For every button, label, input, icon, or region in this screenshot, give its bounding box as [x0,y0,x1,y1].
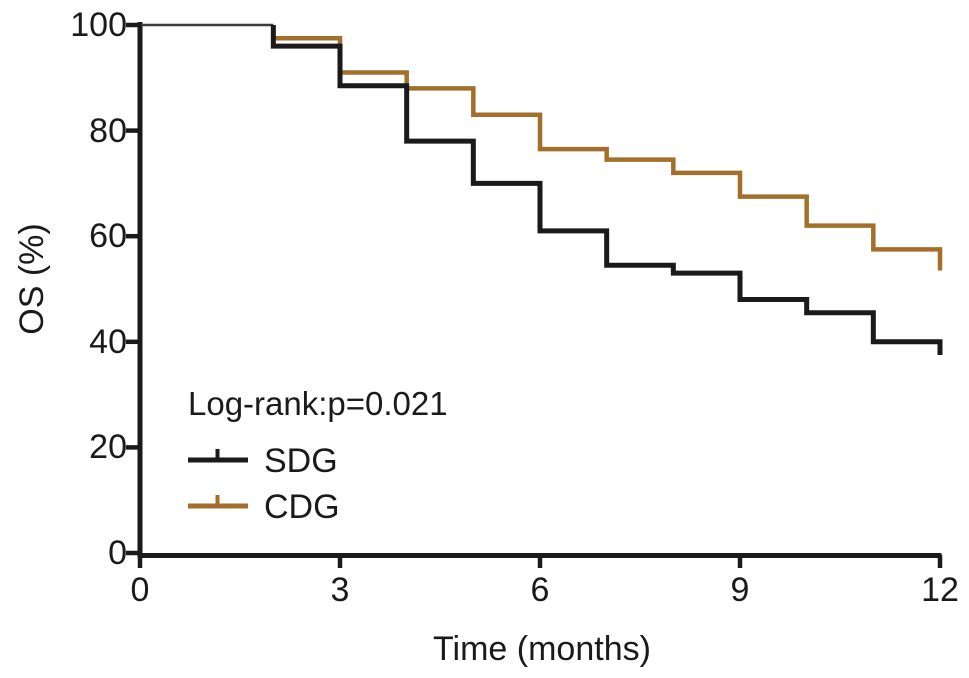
y-tick-label-60: 60 [89,217,127,255]
x-axis-title: Time (months) [433,630,651,668]
x-tick-label-12: 12 [921,571,959,609]
y-tick-label-80: 80 [89,112,127,150]
y-axis-title: OS (%) [13,223,51,335]
y-tick-label-20: 20 [89,428,127,466]
legend-label-sdg: SDG [264,442,338,480]
curve-sdg [270,25,943,355]
y-tick-label-100: 100 [70,6,127,44]
x-tick-label-3: 3 [330,571,350,609]
x-tick-label-9: 9 [730,571,750,609]
x-tick-label-0: 0 [130,571,150,609]
y-tick-label-40: 40 [89,323,127,361]
curve-cdg [271,25,943,271]
y-tick-label-0: 0 [108,534,127,572]
legend-label-cdg: CDG [264,488,340,526]
x-tick-label-6: 6 [530,571,550,609]
logrank-annotation: Log-rank:p=0.021 [188,385,448,422]
